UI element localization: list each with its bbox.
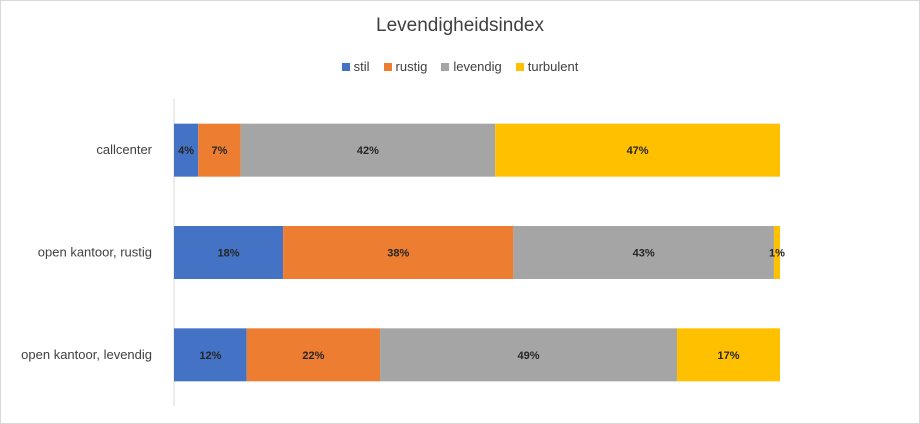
data-label: 17% bbox=[717, 350, 739, 362]
legend-item-turbulent: turbulent bbox=[515, 59, 579, 74]
legend-swatch bbox=[383, 62, 392, 71]
data-label: 42% bbox=[357, 145, 379, 157]
bar-segment-turbulent bbox=[495, 123, 780, 177]
data-label: 47% bbox=[627, 145, 649, 157]
bar-segment-rustig bbox=[198, 123, 241, 177]
data-label: 38% bbox=[387, 248, 409, 260]
legend-item-rustig: rustig bbox=[383, 59, 428, 74]
bar-segment-stil bbox=[174, 123, 199, 177]
bar-segment-rustig bbox=[283, 226, 514, 279]
bar-segment-levendig bbox=[380, 328, 677, 382]
legend-swatch bbox=[515, 62, 524, 71]
data-label: 49% bbox=[517, 350, 539, 362]
legend-label: rustig bbox=[395, 59, 428, 74]
data-label: 43% bbox=[633, 248, 655, 260]
bar-segment-levendig bbox=[513, 226, 774, 279]
category-label: open kantoor, rustig bbox=[38, 245, 152, 260]
chart-title: Levendigheidsindex bbox=[376, 15, 544, 36]
legend-label: stil bbox=[353, 59, 370, 74]
bar-segment-levendig bbox=[240, 123, 496, 177]
legend-label: turbulent bbox=[527, 59, 579, 74]
legend-label: levendig bbox=[453, 59, 502, 74]
bar-segment-stil bbox=[174, 226, 284, 279]
legend-item-levendig: levendig bbox=[441, 59, 502, 74]
data-label: 12% bbox=[199, 350, 221, 362]
data-label: 7% bbox=[211, 145, 227, 157]
category-label: callcenter bbox=[96, 142, 152, 157]
data-label: 22% bbox=[302, 350, 324, 362]
data-label: 18% bbox=[218, 248, 240, 260]
category-label: open kantoor, levendig bbox=[21, 347, 152, 362]
bar-segment-stil bbox=[174, 328, 247, 382]
legend-swatch bbox=[341, 62, 350, 71]
bar-segment-turbulent bbox=[773, 226, 780, 279]
legend: stil rustig levendig turbulent bbox=[0, 59, 920, 74]
data-label: 1% bbox=[769, 248, 785, 260]
data-label: 4% bbox=[178, 145, 194, 157]
bar-segment-rustig bbox=[246, 328, 381, 382]
bar-segment-turbulent bbox=[676, 328, 780, 382]
legend-swatch bbox=[441, 62, 450, 71]
legend-item-stil: stil bbox=[341, 59, 370, 74]
